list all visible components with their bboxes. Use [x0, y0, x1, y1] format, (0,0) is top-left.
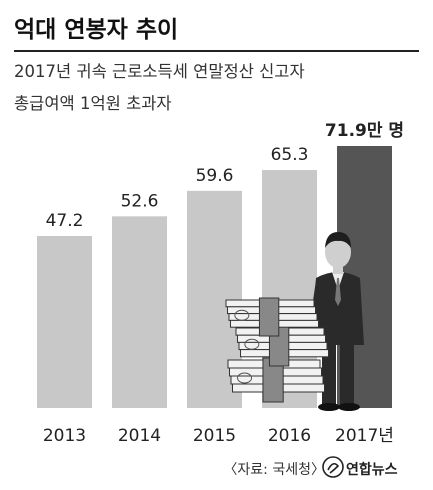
man-right-shoe — [338, 403, 360, 411]
category-label-2014: 2014 — [118, 426, 161, 446]
labels-group: 47.2 2013 52.6 2014 59.6 2015 65.3 2016 71.9만 명 2… — [43, 121, 404, 446]
value-label-2016: 65.3 — [271, 145, 309, 165]
value-label-2015: 59.6 — [196, 166, 234, 186]
money-stack-3 — [225, 297, 319, 337]
man-jacket — [312, 272, 364, 345]
yonhap-logo-icon — [322, 456, 344, 478]
man-head — [325, 236, 351, 268]
value-label-2017년: 71.9만 명 — [325, 121, 404, 141]
bar-2014 — [112, 216, 167, 408]
man-hair — [325, 232, 351, 248]
category-label-2016: 2016 — [268, 426, 311, 446]
bar-2013 — [37, 236, 92, 408]
businessman-illustration — [225, 232, 364, 411]
category-label-2017년: 2017년 — [335, 426, 394, 446]
man-neck — [333, 266, 343, 274]
value-label-2014: 52.6 — [121, 191, 159, 211]
yonhap-logo-text: 연합뉴스 — [346, 462, 398, 478]
man-right-leg — [340, 338, 354, 408]
category-label-2013: 2013 — [43, 426, 86, 446]
category-label-2015: 2015 — [193, 426, 236, 446]
man-left-shoe — [318, 403, 340, 411]
man-tie — [335, 278, 341, 306]
title-underline — [14, 50, 419, 52]
subtitle-line-2: 총급여액 1억원 초과자 — [14, 94, 172, 113]
chart-title: 억대 연봉자 추이 — [14, 17, 179, 43]
value-label-2013: 47.2 — [46, 211, 84, 231]
source-note: 〈자료: 국세청〉 — [223, 462, 325, 478]
subtitle-line-1: 2017년 귀속 근로소득세 연말정산 신고자 — [14, 62, 305, 81]
